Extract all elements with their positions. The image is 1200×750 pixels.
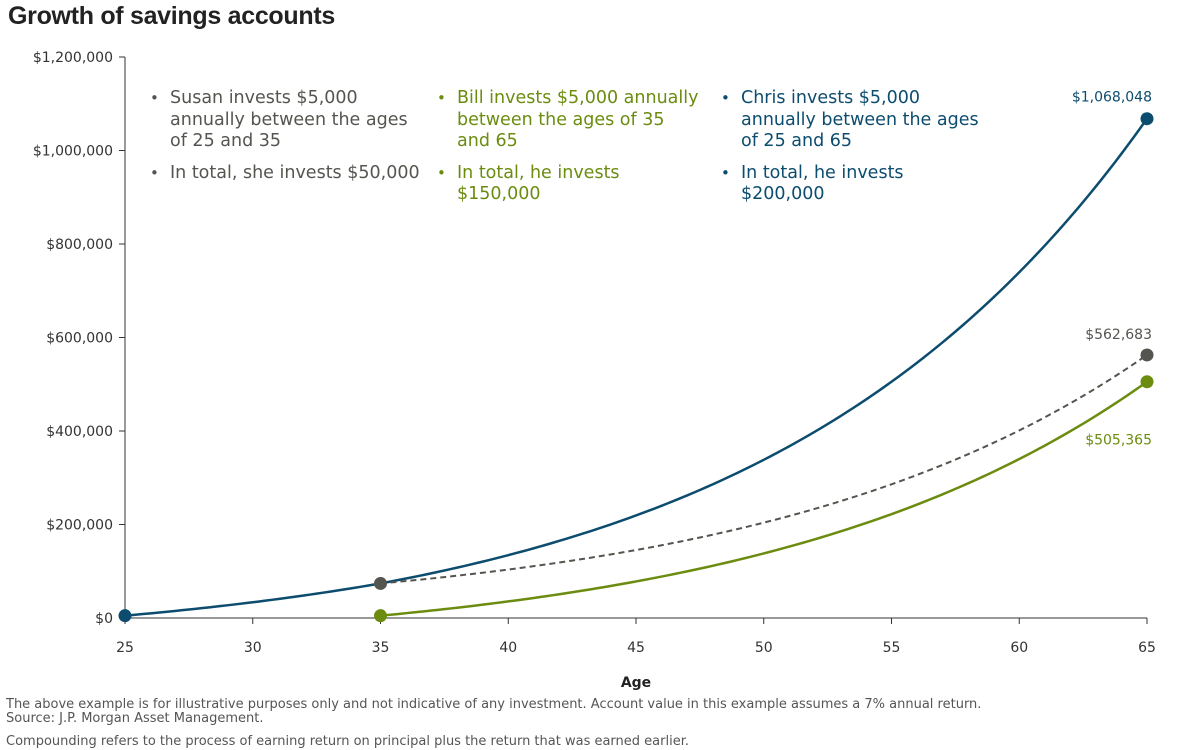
end-value-label-chris: $1,068,048 — [1072, 90, 1152, 106]
x-tick-label: 50 — [755, 640, 773, 656]
footnote-compounding: Compounding refers to the process of ear… — [6, 734, 689, 749]
legend-susan-item-2: • In total, she invests $50,000 — [150, 163, 420, 185]
legend-bill-item-2: • In total, he invests $150,000 — [437, 163, 702, 206]
bullet-icon: • — [150, 89, 159, 107]
legend-susan-text-2: In total, she invests $50,000 — [170, 162, 420, 183]
footnote-disclaimer: The above example is for illustrative pu… — [6, 697, 982, 712]
series-line-chris — [124, 117, 1149, 617]
y-tick-label: $1,000,000 — [33, 144, 113, 160]
series-line-susan — [380, 354, 1148, 585]
bullet-icon: • — [437, 89, 446, 107]
series-point-bill-end — [1140, 375, 1154, 389]
legend-chris-item-1: • Chris invests $5,000 annually between … — [721, 88, 991, 153]
bullet-icon: • — [721, 89, 730, 107]
x-tick-label: 40 — [499, 640, 517, 656]
legend-bill: • Bill invests $5,000 annually between t… — [437, 88, 702, 216]
chart-title: Growth of savings accounts — [8, 2, 335, 30]
x-tick-label: 60 — [1010, 640, 1028, 656]
bullet-icon: • — [721, 163, 730, 182]
series-point-susan-start — [374, 576, 387, 590]
y-tick-label: $800,000 — [46, 237, 113, 253]
y-tick-label: $400,000 — [46, 424, 113, 440]
legend-chris-text-1: Chris invests $5,000 annually between th… — [741, 88, 979, 151]
end-value-label-bill: $505,365 — [1085, 433, 1152, 449]
bullet-icon: • — [437, 163, 446, 182]
series-point-susan-end — [1140, 348, 1154, 362]
series-point-bill-start — [374, 609, 387, 623]
legend-bill-text-2: In total, he invests $150,000 — [457, 162, 620, 205]
x-tick-label: 45 — [627, 640, 645, 656]
y-tick-label: $200,000 — [46, 518, 113, 534]
bullet-icon: • — [150, 163, 159, 182]
legend-chris-text-2: In total, he invests $200,000 — [741, 162, 904, 205]
y-tick-label: $0 — [95, 611, 113, 627]
footnote-source: Source: J.P. Morgan Asset Management. — [6, 711, 264, 726]
legend-chris-item-2: • In total, he invests $200,000 — [721, 163, 991, 206]
x-tick-label: 65 — [1138, 640, 1156, 656]
x-axis-label: Age — [621, 675, 651, 691]
legend-chris: • Chris invests $5,000 annually between … — [721, 88, 991, 216]
savings-growth-chart: $0 $200,000 $400,000 $600,000 $800,000 $1,000… — [33, 50, 1156, 691]
legend-susan-item-1: • Susan invests $5,000 annually between … — [150, 88, 420, 153]
y-tick-label: $1,200,000 — [33, 50, 113, 66]
series-point-chris-start — [118, 609, 132, 623]
x-tick-label: 25 — [116, 640, 134, 656]
legend-bill-item-1: • Bill invests $5,000 annually between t… — [437, 88, 702, 153]
series-line-bill — [380, 380, 1148, 617]
x-tick-label: 30 — [244, 640, 262, 656]
end-value-label-susan: $562,683 — [1085, 327, 1152, 343]
legend-susan: • Susan invests $5,000 annually between … — [150, 88, 420, 194]
series-point-chris-end — [1140, 112, 1154, 126]
x-tick-label: 35 — [372, 640, 390, 656]
x-tick-label: 55 — [883, 640, 901, 656]
legend-susan-text-1: Susan invests $5,000 annually between th… — [170, 88, 408, 151]
y-tick-label: $600,000 — [46, 331, 113, 347]
legend-bill-text-1: Bill invests $5,000 annually between the… — [457, 88, 699, 151]
